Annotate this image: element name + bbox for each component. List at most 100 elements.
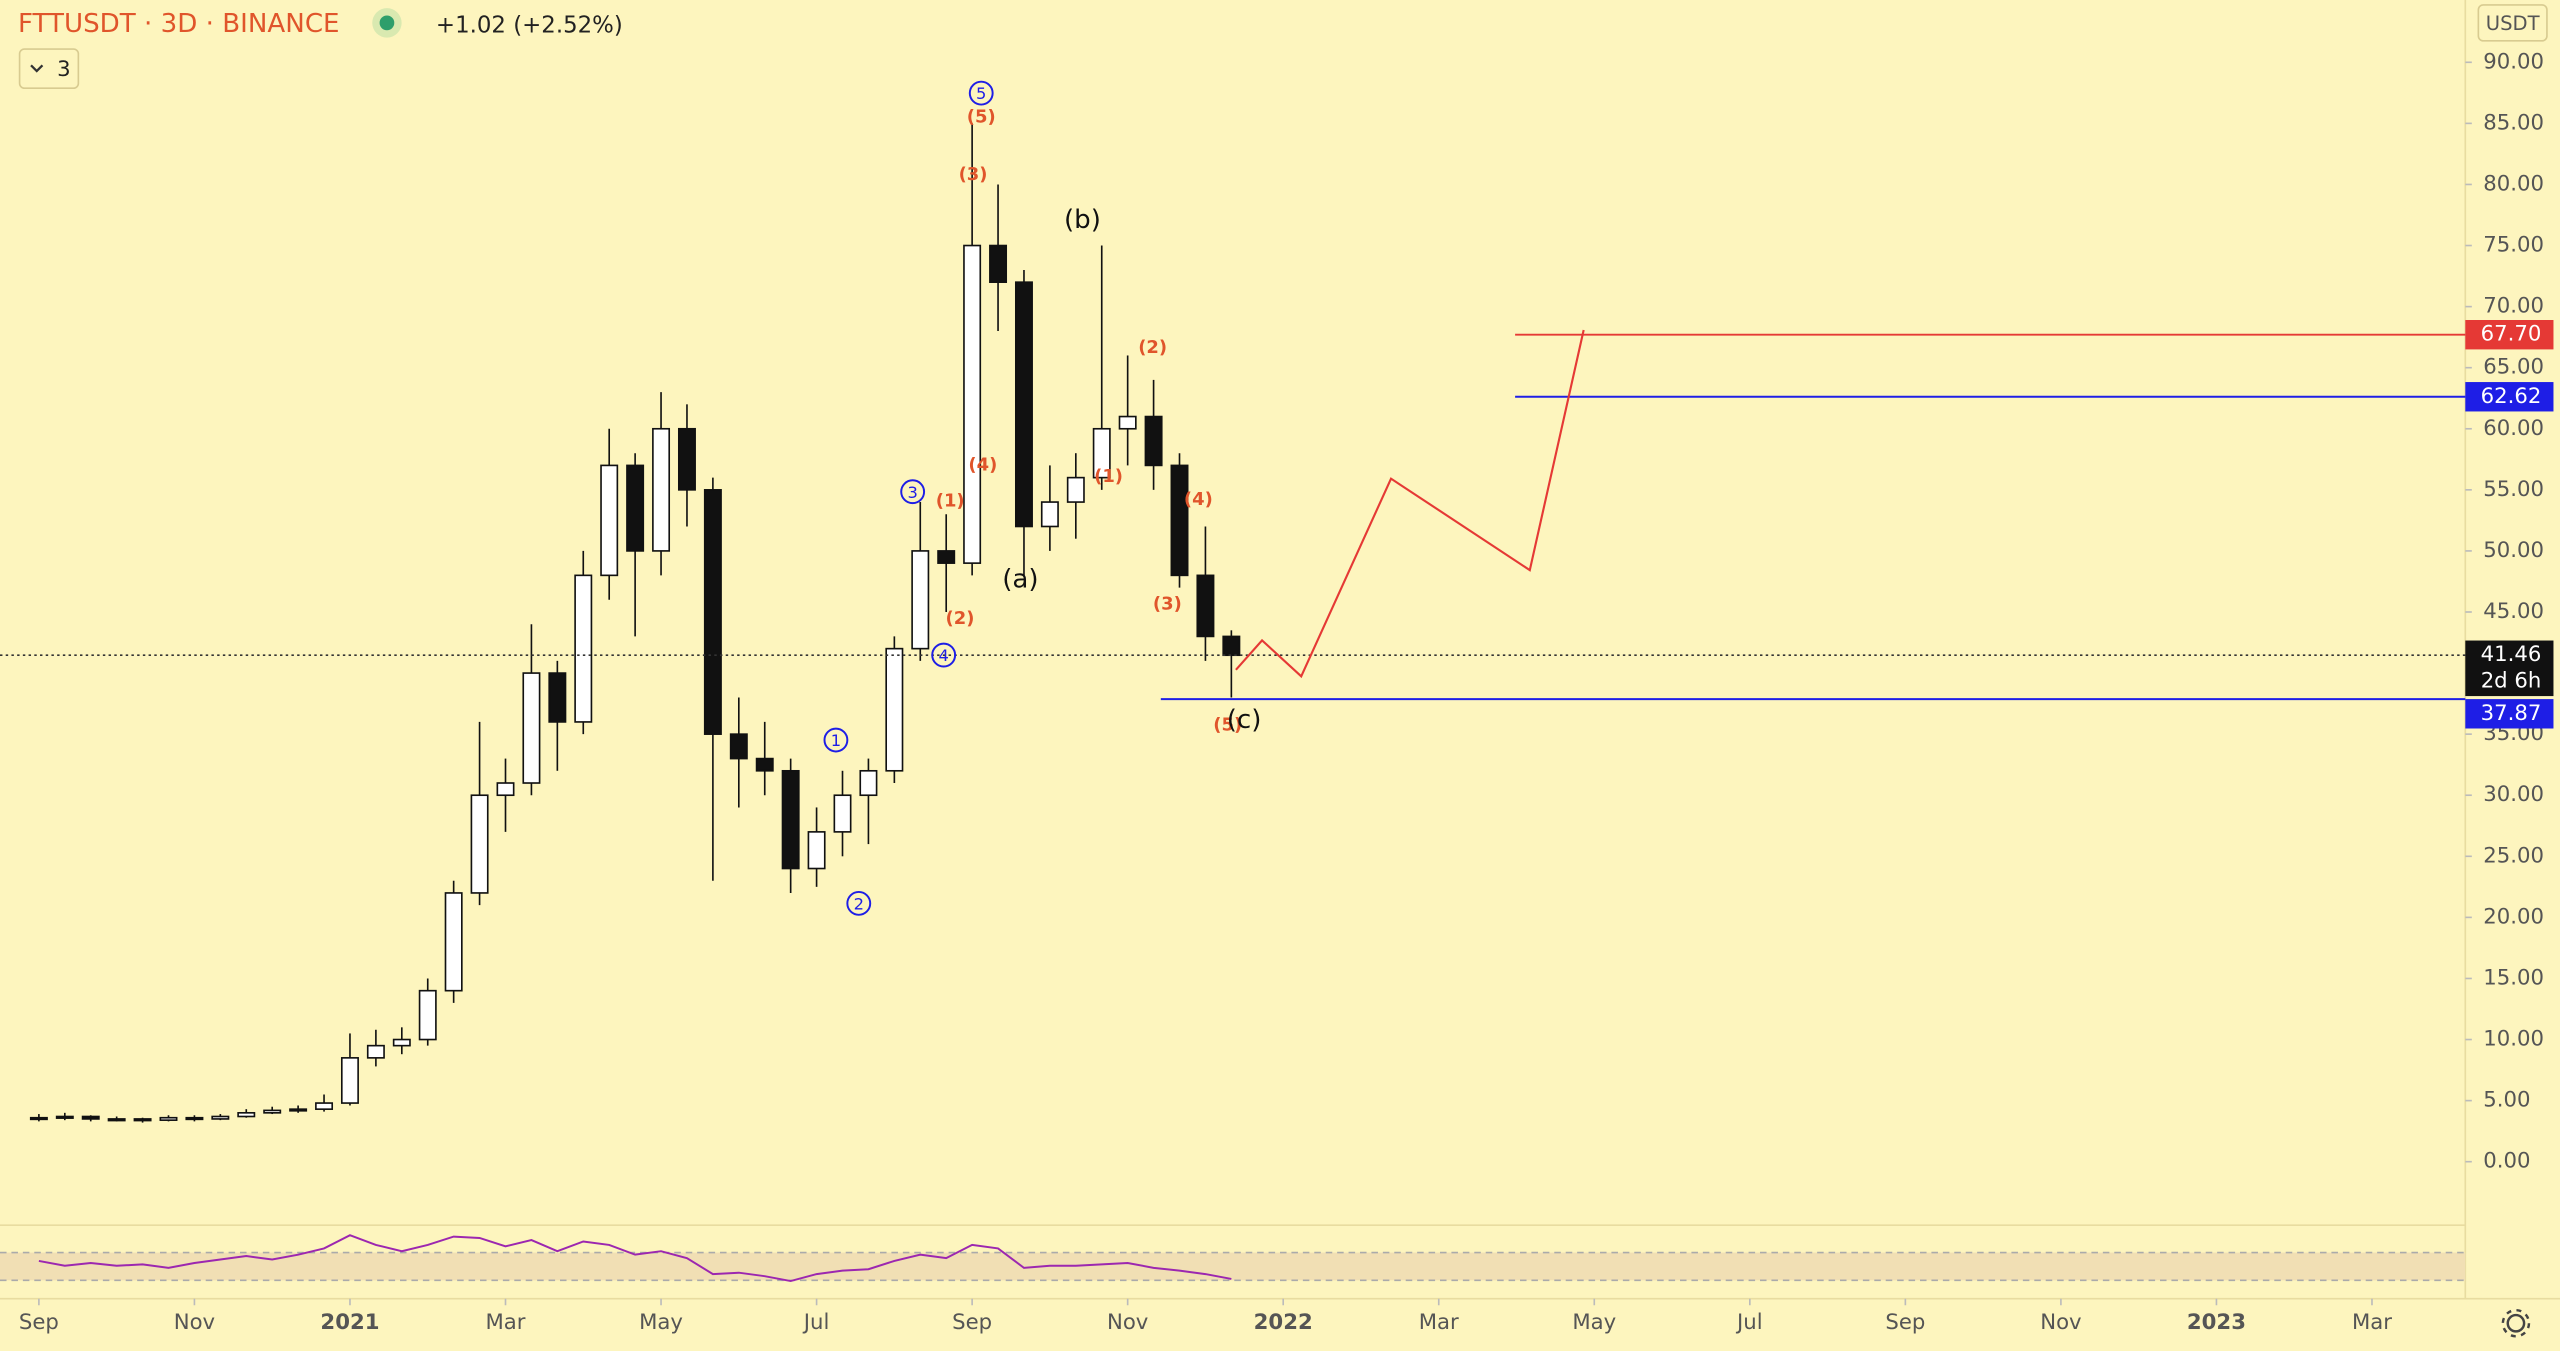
settings-icon[interactable] [2501, 1308, 2531, 1338]
wave-label: (2) [946, 608, 975, 629]
corrective-label: (a) [1002, 564, 1038, 594]
x-tick-label: Jul [1735, 1310, 1763, 1335]
level-tag [2465, 382, 2554, 412]
candle-body [340, 1057, 359, 1104]
y-tick-label: 60.00 [2483, 416, 2544, 441]
candle-body [1014, 281, 1033, 528]
x-tick-label: 2021 [320, 1310, 379, 1335]
wave-circle [968, 80, 994, 106]
candle-body [444, 892, 463, 992]
y-tick-label: 70.00 [2483, 294, 2544, 319]
wave-label: (5) [1213, 714, 1242, 735]
level-tag [2465, 699, 2554, 729]
candle-body [237, 1112, 256, 1118]
wave-circle [900, 479, 926, 505]
current-price-tag [2465, 640, 2554, 697]
level-label: 67.70 [2481, 322, 2542, 347]
candle-body [1144, 415, 1163, 467]
y-tick-label: 75.00 [2483, 233, 2544, 258]
candle-body [548, 672, 567, 723]
x-tick-label: Mar [485, 1310, 525, 1335]
candle-body [755, 757, 774, 772]
candle-body [315, 1102, 334, 1110]
candle-body [289, 1108, 308, 1112]
wave-label: (5) [967, 107, 996, 128]
corrective-label: (b) [1064, 205, 1101, 235]
wave-label-circled: 1 [831, 731, 841, 750]
y-tick-label: 65.00 [2483, 355, 2544, 380]
candle-body [1196, 574, 1215, 638]
y-tick-label: 85.00 [2483, 110, 2544, 135]
candle-body [496, 782, 515, 797]
candle-body [677, 427, 696, 491]
candle-body [29, 1116, 48, 1121]
candle-body [1040, 501, 1059, 528]
candle-body [937, 550, 956, 564]
candle-body [1170, 464, 1189, 577]
y-tick-label: 5.00 [2483, 1088, 2530, 1113]
candle-body [418, 989, 437, 1041]
wave-label-circled: 5 [976, 84, 986, 103]
wave-label-circled: 3 [907, 483, 917, 502]
rsi-pane [0, 1234, 2466, 1283]
candle-body [107, 1118, 126, 1122]
x-tick-label: Sep [19, 1310, 59, 1335]
x-tick-label: Jul [802, 1310, 830, 1335]
currency-badge[interactable] [2477, 4, 2548, 42]
wave-label: (1) [1094, 466, 1123, 487]
indicator-count: 3 [57, 57, 71, 82]
y-tick-label: 50.00 [2483, 538, 2544, 563]
wave-label: (1) [936, 491, 965, 512]
candle-body [81, 1115, 100, 1120]
level-label: 62.62 [2481, 384, 2542, 409]
candle-body [366, 1044, 385, 1059]
indicator-badge[interactable] [18, 48, 80, 90]
price-change: +1.02 (+2.52%) [436, 13, 623, 39]
candle-body [807, 831, 826, 870]
y-tick-label: 90.00 [2483, 49, 2544, 74]
candle-body [859, 769, 878, 797]
y-tick-label: 30.00 [2483, 782, 2544, 807]
wave-label: (2) [1138, 337, 1167, 358]
level-label: 37.87 [2481, 701, 2542, 726]
x-tick-label: 2022 [1254, 1310, 1313, 1335]
x-tick-label: Nov [174, 1310, 215, 1335]
projection-path [1235, 329, 1585, 679]
rsi-line [38, 1234, 1232, 1283]
x-tick-label: May [639, 1310, 683, 1335]
x-tick-label: Sep [1885, 1310, 1925, 1335]
candle-body [885, 647, 904, 772]
candle-body [600, 464, 619, 577]
x-tick-label: May [1572, 1310, 1616, 1335]
candle-body [55, 1115, 74, 1119]
candle-body [470, 794, 489, 894]
candle-body [1066, 476, 1085, 503]
symbol-title: FTTUSDT · 3D · BINANCE [18, 9, 340, 39]
candle-body [781, 769, 800, 870]
candle-body [185, 1116, 204, 1121]
wave-label: (4) [968, 455, 997, 476]
candle-body [1118, 415, 1137, 430]
currency-label: USDT [2486, 12, 2541, 35]
y-tick-label: 20.00 [2483, 904, 2544, 929]
candle-body [574, 574, 593, 723]
candle-body [159, 1116, 178, 1121]
wave-labels: 12345(5)(3)(4)(1)(2)(1)(2)(4)(3)(5)(b)(a… [823, 80, 1261, 916]
x-tick-label: Nov [1107, 1310, 1148, 1335]
candle-body [703, 489, 722, 735]
x-tick-label: 2023 [2187, 1310, 2246, 1335]
wave-circle [846, 890, 872, 916]
y-tick-label: 45.00 [2483, 599, 2544, 624]
wave-label: (4) [1184, 489, 1213, 510]
candle-body [133, 1118, 152, 1122]
countdown-label: 2d 6h [2481, 668, 2542, 693]
candle-body [211, 1115, 230, 1120]
wave-label: (3) [959, 164, 988, 185]
candle-body [652, 427, 671, 552]
candle-body [1222, 635, 1241, 657]
candle-body [729, 733, 748, 760]
y-tick-label: 0.00 [2483, 1149, 2530, 1174]
wave-label: (3) [1153, 593, 1182, 614]
wave-circle [823, 727, 849, 753]
